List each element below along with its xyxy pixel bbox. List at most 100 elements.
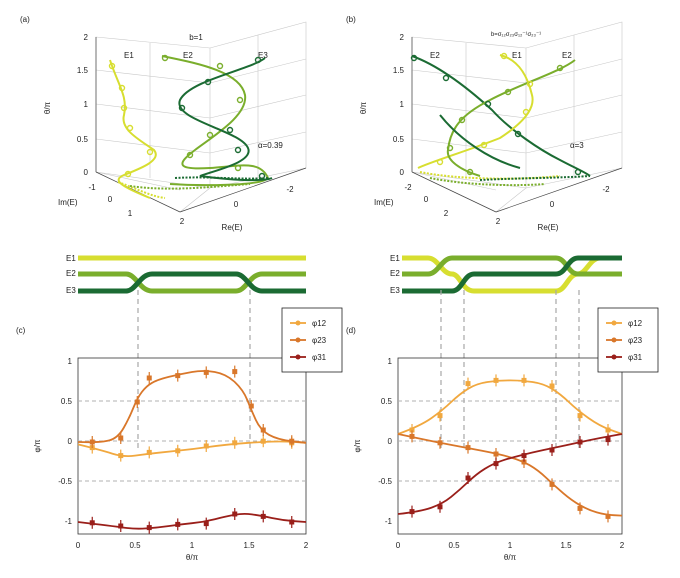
braid-d-label-e2: E2 xyxy=(390,269,400,278)
panel-a-theta-tick: 0 xyxy=(84,168,89,177)
plot-d-label: (d) xyxy=(346,326,356,335)
panel-b-re-ticks: 2 0 -2 xyxy=(496,185,610,226)
plot-c-legend-label: φ12 xyxy=(312,319,327,328)
plot-c-data-point xyxy=(146,375,152,381)
plot-c-xtick: 0.5 xyxy=(129,541,141,550)
plot-d-data-point xyxy=(605,513,611,519)
plot-c-data-point xyxy=(232,369,238,375)
plot-d-ytick: 0.5 xyxy=(381,397,393,406)
panel-b-im-tick: 2 xyxy=(444,209,449,218)
plot-d-data-point xyxy=(521,377,527,383)
plot-d-xtick: 0.5 xyxy=(448,541,460,550)
braid-d-strand-e3 xyxy=(402,255,622,294)
plot-d-legend-box xyxy=(597,307,659,373)
plot-c-frame xyxy=(77,357,307,535)
plot-c-legend-label: φ31 xyxy=(312,353,327,362)
plot-c-ylabel: φ/π xyxy=(33,439,42,452)
plot-c-ytick: -1 xyxy=(65,517,73,526)
plot-c-data-point xyxy=(260,427,266,433)
panel-a-projection-e2 xyxy=(129,183,251,190)
plot-d-data-point xyxy=(605,427,611,433)
plot-d-data-point xyxy=(577,413,583,419)
plot-d-data-point xyxy=(493,451,499,457)
plot-d-curve-series-1 xyxy=(397,433,623,517)
plot-c-data-point xyxy=(260,438,266,444)
panel-b-projection-e2 xyxy=(429,177,546,187)
plot-d: (d) 1 0.5 0 -0.5 -1 0 0.5 1 1.5 2 θ/π φ/… xyxy=(346,307,659,562)
plot-d-data-point xyxy=(493,377,499,383)
plot-d-data-point xyxy=(437,413,443,419)
plot-c-ytick: 0 xyxy=(68,437,73,446)
panel-b-series-label-2: E1 xyxy=(512,51,522,60)
plot-d-data-point xyxy=(521,453,527,459)
plot-d-data-point xyxy=(577,505,583,511)
braid-c-label-e2: E2 xyxy=(66,269,76,278)
panel-b-alpha-label: α=3 xyxy=(570,141,584,150)
panel-b-theta-tick: 0.5 xyxy=(393,135,405,144)
plot-c-xlabel: θ/π xyxy=(186,553,199,562)
plot-d-xtick: 2 xyxy=(620,541,625,550)
panel-a-series-label-e1: E1 xyxy=(124,51,134,60)
plot-c-data-point xyxy=(175,521,181,527)
plot-d-data-point xyxy=(437,440,443,446)
plot-d-data-point xyxy=(493,461,499,467)
plot-c-legend-item-phi31: φ31 xyxy=(290,353,327,362)
plot-c-xticks: 0 0.5 1 1.5 2 xyxy=(76,541,309,550)
panel-a-im-tick: 0 xyxy=(108,195,113,204)
plot-c-ytick: 1 xyxy=(68,357,73,366)
braid-d: E1 E2 E3 xyxy=(390,254,622,295)
panel-a-series-label-e3: E3 xyxy=(258,51,268,60)
plot-d-data-point xyxy=(577,439,583,445)
plot-c-data-point xyxy=(203,521,209,527)
panel-a-im-tick: -1 xyxy=(88,183,96,192)
plot-d-xtick: 1 xyxy=(508,541,513,550)
plot-c-data-point xyxy=(175,373,181,379)
plot-c-data-point xyxy=(248,403,254,409)
plot-c-data-point xyxy=(89,439,95,445)
panel-a: (a) b=1 0 0.5 1 1.5 2 θ/π 2 0 xyxy=(20,15,307,232)
plot-c-data-point xyxy=(89,520,95,526)
panel-a-projection-e1 xyxy=(117,181,166,199)
plot-d-data-point xyxy=(521,459,527,465)
panel-a-theta-tick: 1.5 xyxy=(77,66,89,75)
braid-d-label-e3: E3 xyxy=(390,286,400,295)
plot-c-data-point xyxy=(134,399,140,405)
plot-d-data-point xyxy=(465,445,471,451)
panel-a-e2-curve xyxy=(161,55,270,187)
plot-c-data-point xyxy=(118,523,124,529)
panel-b-title: b=σ₁₂σ₂₃σ₁₂⁻¹σ₂₃⁻¹ xyxy=(491,32,541,38)
plot-d-legend-label: φ31 xyxy=(628,353,643,362)
panel-a-title: b=1 xyxy=(189,33,203,42)
plot-c-legend-label: φ23 xyxy=(312,336,327,345)
plot-d-legend-item-phi23: φ23 xyxy=(606,336,643,345)
plot-d-ytick: 1 xyxy=(388,357,393,366)
plot-d-data-point xyxy=(409,509,415,515)
panel-b-e1-curve xyxy=(417,54,534,169)
plot-c-data-point xyxy=(146,525,152,531)
plot-c-data-point xyxy=(118,453,124,459)
plot-c-legend: φ12 φ23 φ31 xyxy=(281,307,343,373)
panel-b-theta-tick: 0 xyxy=(400,168,405,177)
panel-b-theta-tick: 1.5 xyxy=(393,66,405,75)
plot-d-frame xyxy=(397,357,623,535)
braid-d-strand-e1 xyxy=(402,255,622,294)
plot-c-legend-item-phi23: φ23 xyxy=(290,336,327,345)
braid-c-strand-e2 xyxy=(78,271,306,294)
panel-a-theta-tick: 1 xyxy=(84,100,89,109)
plot-d-legend-label: φ12 xyxy=(628,319,643,328)
panel-b-theta-ticks: 0 0.5 1 1.5 2 xyxy=(393,33,405,177)
plot-d-curve-series-2 xyxy=(397,433,623,515)
panel-b-theta-tick: 1 xyxy=(400,100,405,109)
plot-d-data-point xyxy=(549,383,555,389)
plot-c-data-point xyxy=(289,438,295,444)
plot-d-legend-item-phi12: φ12 xyxy=(606,319,643,328)
panel-b-markers xyxy=(410,52,582,176)
panel-b-re-tick: 0 xyxy=(550,200,555,209)
plot-c-label: (c) xyxy=(16,326,26,335)
plot-d-xtick: 1.5 xyxy=(560,541,572,550)
panel-b-im-label: Im(E) xyxy=(374,198,394,207)
panel-a-re-tick: 2 xyxy=(180,217,185,226)
plot-c: (c) 1 0.5 0 -0.5 -1 0 0.5 1 1.5 2 θ/π φ/… xyxy=(16,307,343,562)
panel-a-theta-ticks: 0 0.5 1 1.5 2 xyxy=(77,33,89,177)
